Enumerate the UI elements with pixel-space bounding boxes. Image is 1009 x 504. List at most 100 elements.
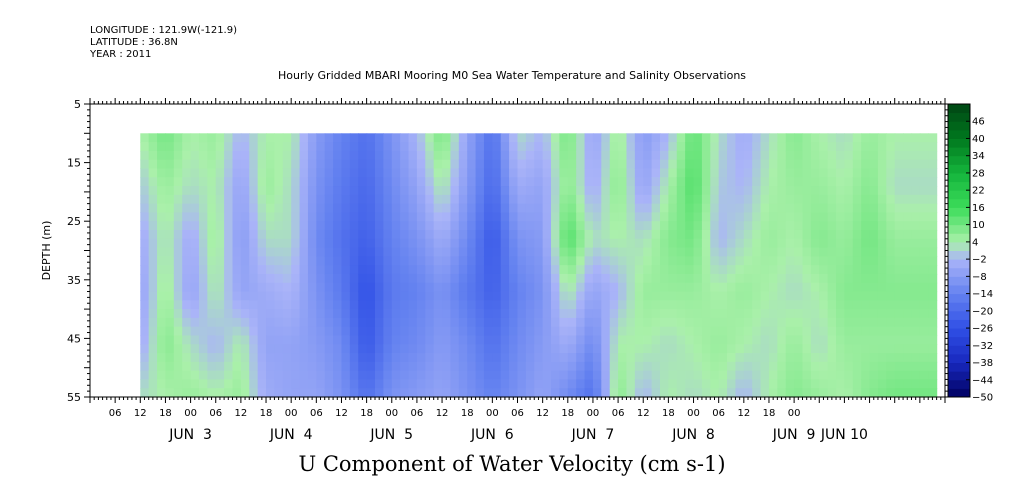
heatmap-cell (425, 142, 435, 152)
heatmap-cell (618, 247, 628, 257)
heatmap-cell (467, 379, 477, 389)
heatmap-cell (450, 353, 460, 363)
heatmap-cell (592, 379, 602, 389)
heatmap-cell (760, 309, 770, 319)
heatmap-cell (727, 335, 737, 345)
heatmap-cell (316, 326, 326, 337)
heatmap-cell (282, 265, 292, 275)
heatmap-cell (517, 344, 527, 354)
colorbar-label: 34 (972, 151, 985, 162)
heatmap-cell (592, 309, 602, 319)
heatmap-cell (668, 194, 678, 205)
heatmap-cell (232, 317, 242, 328)
heatmap-cell (165, 194, 175, 205)
heatmap-cell (701, 300, 711, 310)
heatmap-cell (836, 238, 846, 249)
colorbar-band (948, 233, 970, 243)
heatmap-cell (433, 203, 443, 214)
heatmap-cell (551, 344, 561, 354)
heatmap-cell (718, 335, 728, 345)
heatmap-cell (433, 370, 443, 381)
heatmap-cell (584, 291, 594, 301)
heatmap-cell (324, 388, 334, 398)
heatmap-cell (383, 247, 393, 257)
heatmap-cell (240, 168, 250, 178)
heatmap-cell (542, 273, 552, 284)
heatmap-cell (207, 353, 217, 363)
heatmap-cell (903, 159, 913, 170)
heatmap-cell (450, 247, 460, 257)
heatmap-cell (450, 256, 460, 266)
heatmap-cell (660, 186, 669, 196)
heatmap-cell (752, 317, 762, 328)
heatmap-cell (157, 326, 167, 337)
heatmap-cell (693, 256, 703, 266)
heatmap-cell (483, 326, 493, 337)
heatmap-cell (299, 379, 309, 389)
heatmap-cell (408, 388, 418, 398)
heatmap-cell (743, 142, 753, 152)
heatmap-cell (701, 247, 711, 257)
colorbar-band (948, 284, 970, 295)
year-label: YEAR : 2011 (90, 49, 152, 60)
heatmap-cell (894, 221, 904, 231)
heatmap-cell (148, 150, 158, 161)
heatmap-cell (400, 247, 410, 257)
heatmap-cell (894, 159, 904, 170)
heatmap-cell (333, 159, 343, 170)
heatmap-cell (433, 133, 443, 143)
heatmap-cell (643, 379, 653, 389)
heatmap-cell (894, 186, 904, 196)
heatmap-cell (794, 256, 804, 266)
heatmap-cell (584, 282, 594, 293)
heatmap-cell (190, 168, 200, 178)
heatmap-cell (810, 247, 820, 257)
heatmap-cell (442, 388, 452, 398)
heatmap-cell (819, 168, 829, 178)
heatmap-cell (282, 238, 292, 249)
heatmap-cell (358, 168, 368, 178)
heatmap-cell (676, 273, 686, 284)
heatmap-cell (886, 326, 896, 337)
heatmap-cell (224, 133, 234, 143)
heatmap-cell (299, 159, 309, 170)
heatmap-cell (341, 344, 351, 354)
heatmap-cell (215, 326, 225, 337)
colorbar-label: −38 (972, 358, 993, 369)
heatmap-cell (919, 344, 929, 354)
heatmap-cell (324, 133, 334, 143)
heatmap-cell (760, 186, 770, 196)
heatmap-cell (140, 317, 150, 328)
heatmap-cell (207, 370, 217, 381)
heatmap-cell (509, 203, 519, 214)
heatmap-cell (710, 133, 720, 143)
heatmap-cell (626, 265, 636, 275)
heatmap-cell (341, 186, 351, 196)
heatmap-cell (903, 379, 913, 389)
heatmap-cell (198, 291, 208, 301)
heatmap-cell (886, 221, 896, 231)
heatmap-cell (727, 291, 737, 301)
heatmap-cell (584, 229, 594, 240)
heatmap-cell (274, 229, 284, 240)
heatmap-cell (836, 344, 846, 354)
heatmap-cell (643, 159, 653, 170)
heatmap-cell (609, 282, 619, 293)
heatmap-cell (584, 168, 594, 178)
heatmap-cell (777, 291, 787, 301)
heatmap-cell (517, 291, 527, 301)
heatmap-cell (240, 229, 250, 240)
heatmap-cell (416, 326, 426, 337)
heatmap-cell (266, 335, 276, 345)
colorbar-band (948, 310, 970, 320)
heatmap-cell (928, 229, 938, 240)
heatmap-cell (333, 238, 343, 249)
heatmap-cell (768, 238, 778, 249)
heatmap-cell (500, 265, 510, 275)
heatmap-cell (718, 247, 728, 257)
heatmap-cell (442, 291, 452, 301)
heatmap-cell (718, 150, 728, 161)
heatmap-cell (224, 177, 234, 187)
heatmap-cell (693, 282, 703, 293)
